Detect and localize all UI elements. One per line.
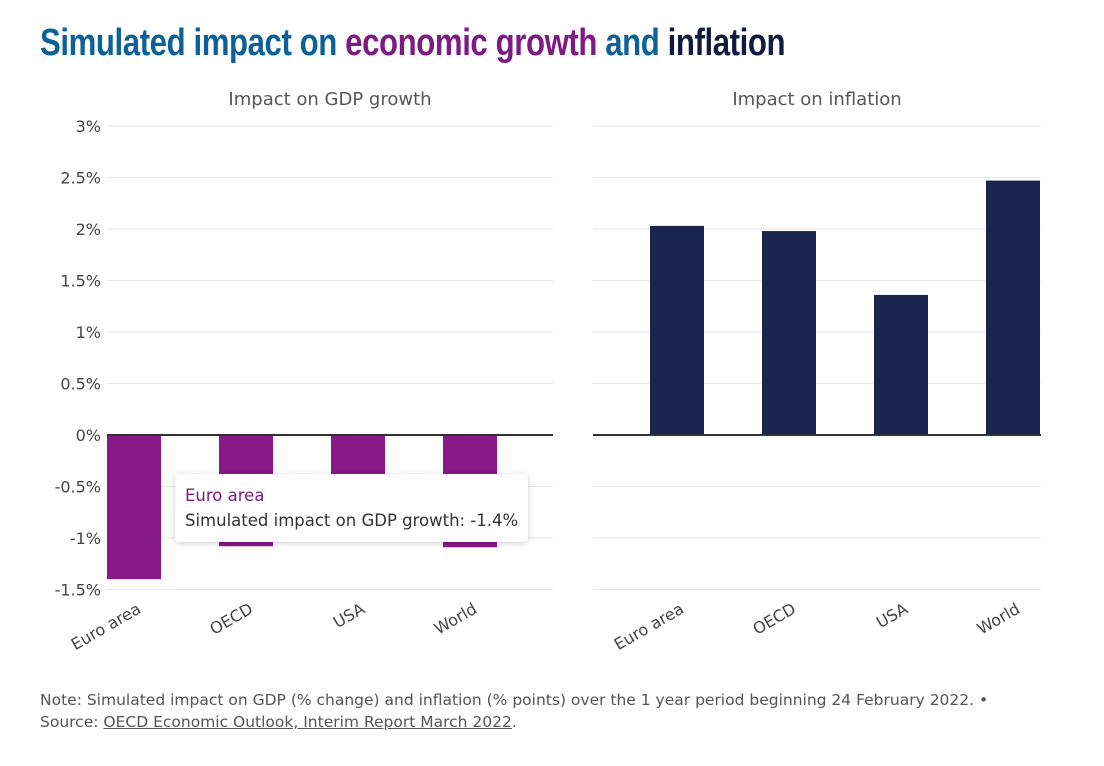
title-part-growth: economic growth <box>345 22 597 64</box>
x-tick-label: World <box>974 599 1023 638</box>
subplot-title: Impact on inflation <box>732 89 901 110</box>
note-end: . <box>511 713 517 731</box>
bar <box>107 435 161 580</box>
title-part-inflation: inflation <box>667 22 786 64</box>
tooltip-text: Simulated impact on GDP growth: -1.4% <box>185 511 519 530</box>
y-tick-label: 2.5% <box>60 169 101 188</box>
chart-title: Simulated impact on economic growth and … <box>40 22 786 65</box>
y-tick-label: 0% <box>76 426 101 445</box>
x-tick-label: OECD <box>749 599 799 639</box>
y-tick-label: 1.5% <box>60 272 101 291</box>
y-tick-label: 0.5% <box>60 375 101 394</box>
bar <box>986 180 1040 435</box>
y-tick-label: -1.5% <box>55 581 101 600</box>
footnote: Note: Simulated impact on GDP (% change)… <box>40 689 1050 733</box>
note-text: Note: Simulated impact on GDP (% change)… <box>40 691 989 731</box>
title-part: and <box>596 22 668 64</box>
y-tick-label: 3% <box>76 117 101 136</box>
bar <box>762 231 816 435</box>
x-tick-label: USA <box>330 599 368 632</box>
tooltip-title: Euro area <box>185 486 265 505</box>
y-tick-label: 2% <box>76 220 101 239</box>
title-part: Simulated impact on <box>40 22 346 64</box>
subplot-title: Impact on GDP growth <box>228 89 431 110</box>
tooltip: Euro area Simulated impact on GDP growth… <box>175 474 529 542</box>
bar <box>650 225 704 435</box>
bar <box>874 294 928 435</box>
x-tick-label: OECD <box>206 599 256 639</box>
x-tick-label: USA <box>873 599 911 632</box>
y-tick-label: 1% <box>76 323 101 342</box>
y-tick-label: -1% <box>70 529 101 548</box>
y-tick-label: -0.5% <box>55 478 101 497</box>
source-link[interactable]: OECD Economic Outlook, Interim Report Ma… <box>103 713 512 731</box>
x-tick-label: Euro area <box>68 599 144 654</box>
x-tick-label: World <box>431 599 480 638</box>
x-tick-label: Euro area <box>611 599 687 654</box>
